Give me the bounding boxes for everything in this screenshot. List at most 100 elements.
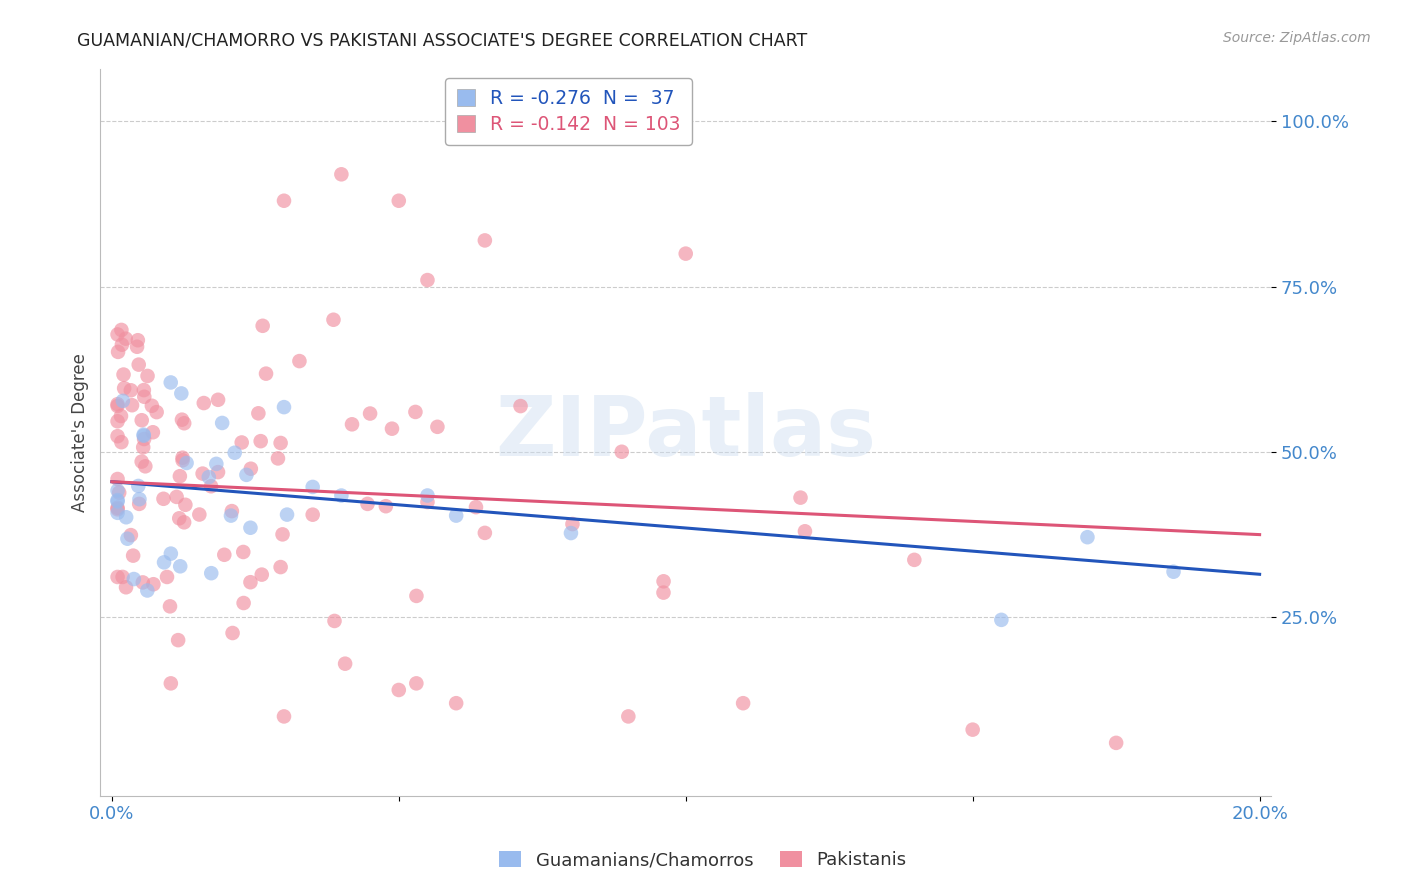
Point <box>211 416 233 430</box>
Point <box>276 508 298 522</box>
Point <box>330 489 353 503</box>
Point <box>381 422 404 436</box>
Point <box>167 511 190 525</box>
Point <box>141 399 163 413</box>
Point <box>114 332 136 346</box>
Point <box>172 453 194 467</box>
Point <box>112 381 135 395</box>
Point <box>110 409 132 423</box>
Point <box>136 583 159 598</box>
Point <box>107 344 129 359</box>
Point <box>250 567 273 582</box>
Point <box>132 383 155 397</box>
Legend: R = -0.276  N =  37, R = -0.142  N = 103: R = -0.276 N = 37, R = -0.142 N = 103 <box>446 78 692 145</box>
Point <box>107 502 129 516</box>
Point <box>200 479 222 493</box>
Point <box>444 696 467 710</box>
Point <box>132 428 155 442</box>
Point <box>193 396 215 410</box>
Point <box>610 444 633 458</box>
Point <box>205 457 228 471</box>
Point <box>330 167 353 181</box>
Point <box>107 483 129 498</box>
Point <box>188 508 211 522</box>
Point <box>120 528 142 542</box>
Point <box>990 613 1012 627</box>
Point <box>107 493 129 508</box>
Point <box>962 723 984 737</box>
Point <box>249 434 271 449</box>
Point <box>152 491 174 506</box>
Point <box>416 495 439 509</box>
Point <box>127 479 149 493</box>
Point <box>160 547 183 561</box>
Point <box>117 532 139 546</box>
Point <box>115 510 138 524</box>
Point <box>214 548 236 562</box>
Point <box>131 454 153 468</box>
Point <box>111 393 134 408</box>
Point <box>404 405 426 419</box>
Point <box>173 516 195 530</box>
Point <box>239 461 262 475</box>
Point <box>388 194 411 208</box>
Point <box>156 570 179 584</box>
Point <box>239 521 262 535</box>
Point <box>107 327 129 342</box>
Point <box>1105 736 1128 750</box>
Point <box>405 676 427 690</box>
Legend: Guamanians/Chamorros, Pakistanis: Guamanians/Chamorros, Pakistanis <box>491 842 915 879</box>
Point <box>221 504 243 518</box>
Point <box>170 386 193 401</box>
Point <box>273 709 295 723</box>
Point <box>122 549 145 563</box>
Point <box>675 246 697 260</box>
Point <box>232 596 254 610</box>
Point <box>270 560 292 574</box>
Point <box>159 376 181 390</box>
Point <box>652 574 675 589</box>
Point <box>115 580 138 594</box>
Point <box>200 566 222 581</box>
Point <box>142 577 165 591</box>
Point <box>333 657 356 671</box>
Point <box>153 555 176 569</box>
Point <box>142 425 165 440</box>
Point <box>388 683 411 698</box>
Point <box>107 500 129 515</box>
Point <box>110 323 132 337</box>
Point <box>323 614 346 628</box>
Point <box>301 508 323 522</box>
Point <box>108 485 131 500</box>
Point <box>232 545 254 559</box>
Text: Source: ZipAtlas.com: Source: ZipAtlas.com <box>1223 31 1371 45</box>
Point <box>561 517 583 532</box>
Text: GUAMANIAN/CHAMORRO VS PAKISTANI ASSOCIATE'S DEGREE CORRELATION CHART: GUAMANIAN/CHAMORRO VS PAKISTANI ASSOCIAT… <box>77 31 807 49</box>
Point <box>374 499 396 513</box>
Point <box>560 526 582 541</box>
Point <box>128 497 150 511</box>
Point <box>219 508 242 523</box>
Point <box>207 392 229 407</box>
Point <box>136 368 159 383</box>
Point <box>273 194 295 208</box>
Point <box>111 337 134 351</box>
Point <box>221 626 243 640</box>
Point <box>207 465 229 479</box>
Point <box>231 435 253 450</box>
Point <box>174 498 197 512</box>
Point <box>107 494 129 508</box>
Point <box>127 333 149 347</box>
Point <box>474 525 496 540</box>
Point <box>405 589 427 603</box>
Point <box>733 696 755 710</box>
Point <box>359 407 381 421</box>
Point <box>252 318 274 333</box>
Point <box>122 572 145 586</box>
Point <box>191 467 214 481</box>
Point <box>789 491 811 505</box>
Point <box>107 472 129 486</box>
Point <box>132 575 155 590</box>
Point <box>107 414 129 428</box>
Point <box>617 709 640 723</box>
